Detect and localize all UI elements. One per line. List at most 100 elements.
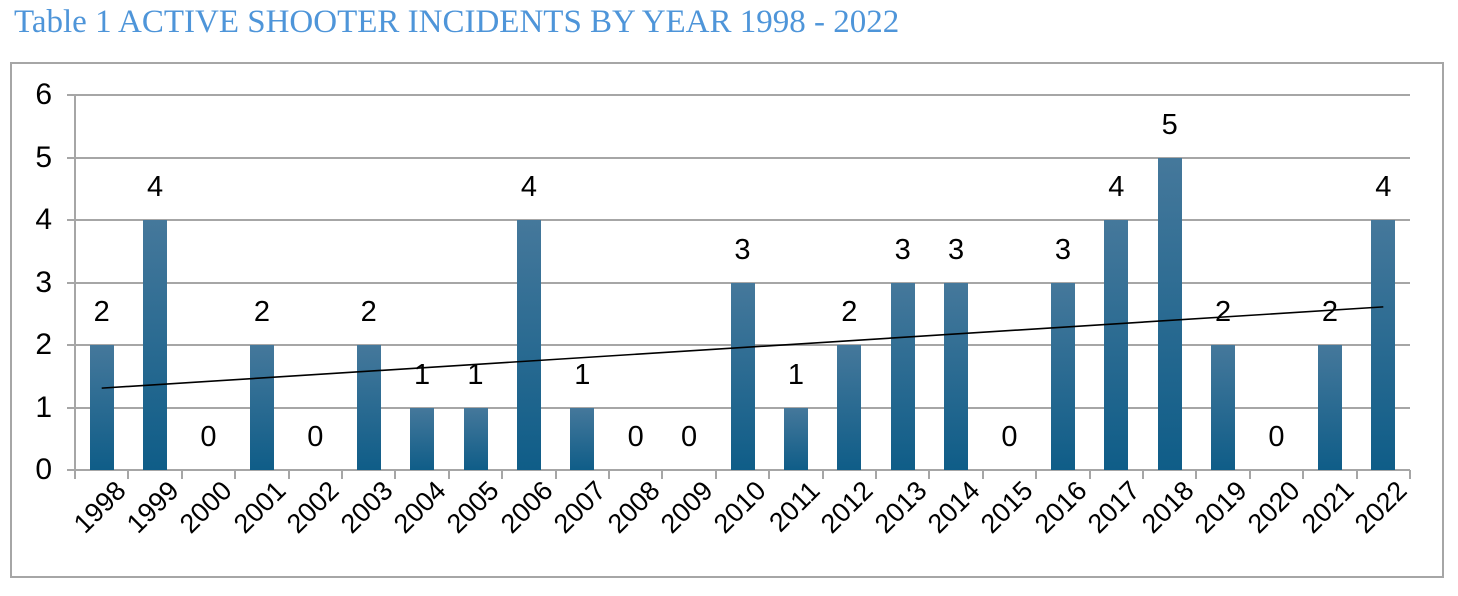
bar <box>730 282 755 470</box>
data-label: 2 <box>1321 296 1338 328</box>
x-tick-label: 2010 <box>708 475 773 539</box>
bar <box>570 407 595 470</box>
y-tick-label: 0 <box>35 453 52 486</box>
x-axis-tick <box>501 470 504 479</box>
data-label: 0 <box>1001 421 1018 453</box>
x-tick-label: 2022 <box>1349 475 1413 539</box>
bar <box>463 407 488 470</box>
x-tick-label: 2005 <box>441 475 506 539</box>
x-axis-tick <box>287 470 290 479</box>
y-axis-line <box>74 95 76 470</box>
x-axis-tick <box>1088 470 1091 479</box>
data-label: 3 <box>734 233 751 266</box>
x-tick-label: 2008 <box>601 475 666 539</box>
x-tick-label: 2018 <box>1135 475 1200 539</box>
y-tick-label: 4 <box>35 203 52 236</box>
x-axis-tick <box>394 470 397 479</box>
x-tick-label: 2015 <box>975 475 1040 539</box>
bar <box>890 282 915 470</box>
data-label: 0 <box>681 421 698 453</box>
x-tick-label: 2019 <box>1188 475 1253 539</box>
bar <box>1371 220 1396 470</box>
x-axis-tick <box>447 470 450 479</box>
data-label: 2 <box>841 296 858 328</box>
x-tick-label: 2003 <box>334 475 399 539</box>
bar <box>89 345 114 470</box>
data-label: 3 <box>1054 233 1071 266</box>
data-label: 0 <box>627 421 644 453</box>
x-tick-label: 2013 <box>868 475 933 539</box>
gridline <box>67 219 1410 221</box>
x-tick-label: 2021 <box>1295 475 1360 539</box>
chart-title: Table 1 ACTIVE SHOOTER INCIDENTS BY YEAR… <box>14 4 900 40</box>
x-axis-tick <box>1142 470 1144 479</box>
x-tick-label: 2002 <box>281 475 345 539</box>
bar <box>356 345 381 470</box>
data-label: 2 <box>1215 296 1232 328</box>
gridline <box>67 156 1410 159</box>
x-tick-label: 1998 <box>67 475 132 539</box>
data-label: 0 <box>1268 421 1285 453</box>
data-label: 3 <box>894 233 911 266</box>
data-label: 1 <box>787 358 804 391</box>
data-label: 3 <box>948 233 965 266</box>
bar <box>1050 282 1075 470</box>
data-label: 1 <box>467 358 484 391</box>
x-axis-tick <box>875 470 877 479</box>
x-axis-tick <box>1409 470 1411 479</box>
y-tick-label: 5 <box>35 140 52 174</box>
x-axis-tick <box>768 470 771 479</box>
x-axis-tick <box>928 470 931 479</box>
x-tick-label: 2001 <box>227 475 292 539</box>
bar <box>837 345 862 470</box>
chart-frame <box>10 62 1444 578</box>
x-axis-tick <box>1355 470 1358 479</box>
x-axis-tick <box>554 470 557 479</box>
x-axis-tick <box>1248 470 1251 479</box>
bar <box>944 282 969 470</box>
bar <box>1317 345 1342 470</box>
x-axis-tick <box>1035 470 1038 479</box>
x-axis-tick <box>1302 470 1305 479</box>
data-label: 5 <box>1161 108 1178 141</box>
trend-line <box>101 306 1384 389</box>
x-tick-label: 2016 <box>1028 475 1093 539</box>
bar <box>1104 220 1129 470</box>
data-label: 0 <box>200 421 217 453</box>
x-axis-tick <box>127 470 130 479</box>
bar <box>249 345 274 470</box>
bar <box>410 407 435 470</box>
x-tick-label: 2000 <box>174 475 239 539</box>
x-tick-label: 2009 <box>654 475 719 539</box>
y-tick-label: 2 <box>35 328 52 361</box>
x-tick-label: 2006 <box>494 475 559 539</box>
data-label: 1 <box>574 358 591 391</box>
x-axis-tick <box>981 470 984 479</box>
gridline <box>67 469 1410 471</box>
data-label: 4 <box>1108 171 1125 203</box>
bar <box>1157 157 1182 470</box>
x-axis-tick <box>608 470 610 479</box>
y-tick-label: 6 <box>35 78 52 111</box>
x-axis-tick <box>74 470 76 479</box>
x-tick-label: 2020 <box>1242 475 1307 539</box>
x-tick-label: 2007 <box>548 475 612 539</box>
bar <box>1211 345 1236 470</box>
bar <box>783 407 808 470</box>
bar <box>143 220 168 470</box>
x-axis-tick <box>714 470 717 479</box>
x-tick-label: 2014 <box>921 475 986 539</box>
gridline <box>67 94 1410 96</box>
x-tick-label: 2011 <box>763 475 826 538</box>
y-tick-label: 1 <box>35 390 52 424</box>
x-axis-tick <box>821 470 824 479</box>
x-axis-tick <box>1195 470 1198 479</box>
data-label: 4 <box>1375 171 1392 203</box>
x-tick-label: 1999 <box>120 475 185 539</box>
data-label: 2 <box>360 296 377 328</box>
x-tick-label: 2004 <box>387 475 452 539</box>
data-label: 2 <box>93 296 110 328</box>
y-tick-label: 3 <box>35 265 52 299</box>
